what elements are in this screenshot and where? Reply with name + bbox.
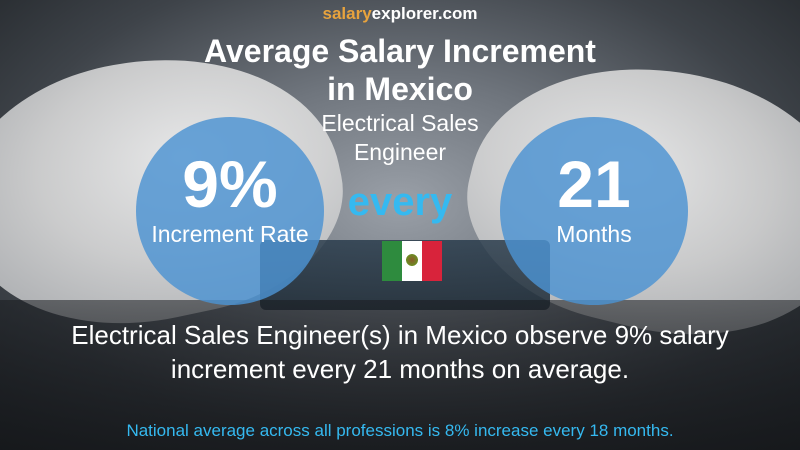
- job-title-line-2: Engineer: [353, 139, 447, 165]
- site-logo[interactable]: salaryexplorer.com: [0, 4, 800, 24]
- page-title: Average Salary Increment in Mexico: [0, 32, 800, 108]
- title-line-1: Average Salary Increment: [204, 33, 596, 69]
- flag-red-stripe: [422, 241, 442, 281]
- summary-text: Electrical Sales Engineer(s) in Mexico o…: [20, 318, 780, 386]
- months-value: 21: [557, 147, 631, 221]
- national-average-note: National average across all professions …: [126, 421, 674, 440]
- site-logo-part1: salary: [322, 4, 372, 23]
- increment-rate-value: 9%: [182, 147, 278, 221]
- summary-line-1: Electrical Sales Engineer(s) in Mexico o…: [71, 320, 729, 350]
- months-label: Months: [556, 221, 632, 247]
- flag-white-stripe: [402, 241, 422, 281]
- every-label: every: [347, 180, 453, 224]
- months-circle: 21 Months: [500, 117, 688, 305]
- mexico-flag-icon: [382, 241, 442, 281]
- increment-rate-label: Increment Rate: [151, 221, 309, 247]
- job-title: Electrical Sales Engineer: [300, 109, 500, 167]
- background-dark-overlay: [0, 300, 800, 450]
- site-logo-part2: explorer.com: [371, 4, 478, 23]
- title-line-2: in Mexico: [327, 71, 473, 107]
- flag-green-stripe: [382, 241, 402, 281]
- summary-line-2: increment every 21 months on average.: [170, 354, 630, 384]
- job-title-line-1: Electrical Sales: [321, 110, 479, 136]
- flag-emblem-icon: [406, 254, 418, 266]
- increment-rate-circle: 9% Increment Rate: [136, 117, 324, 305]
